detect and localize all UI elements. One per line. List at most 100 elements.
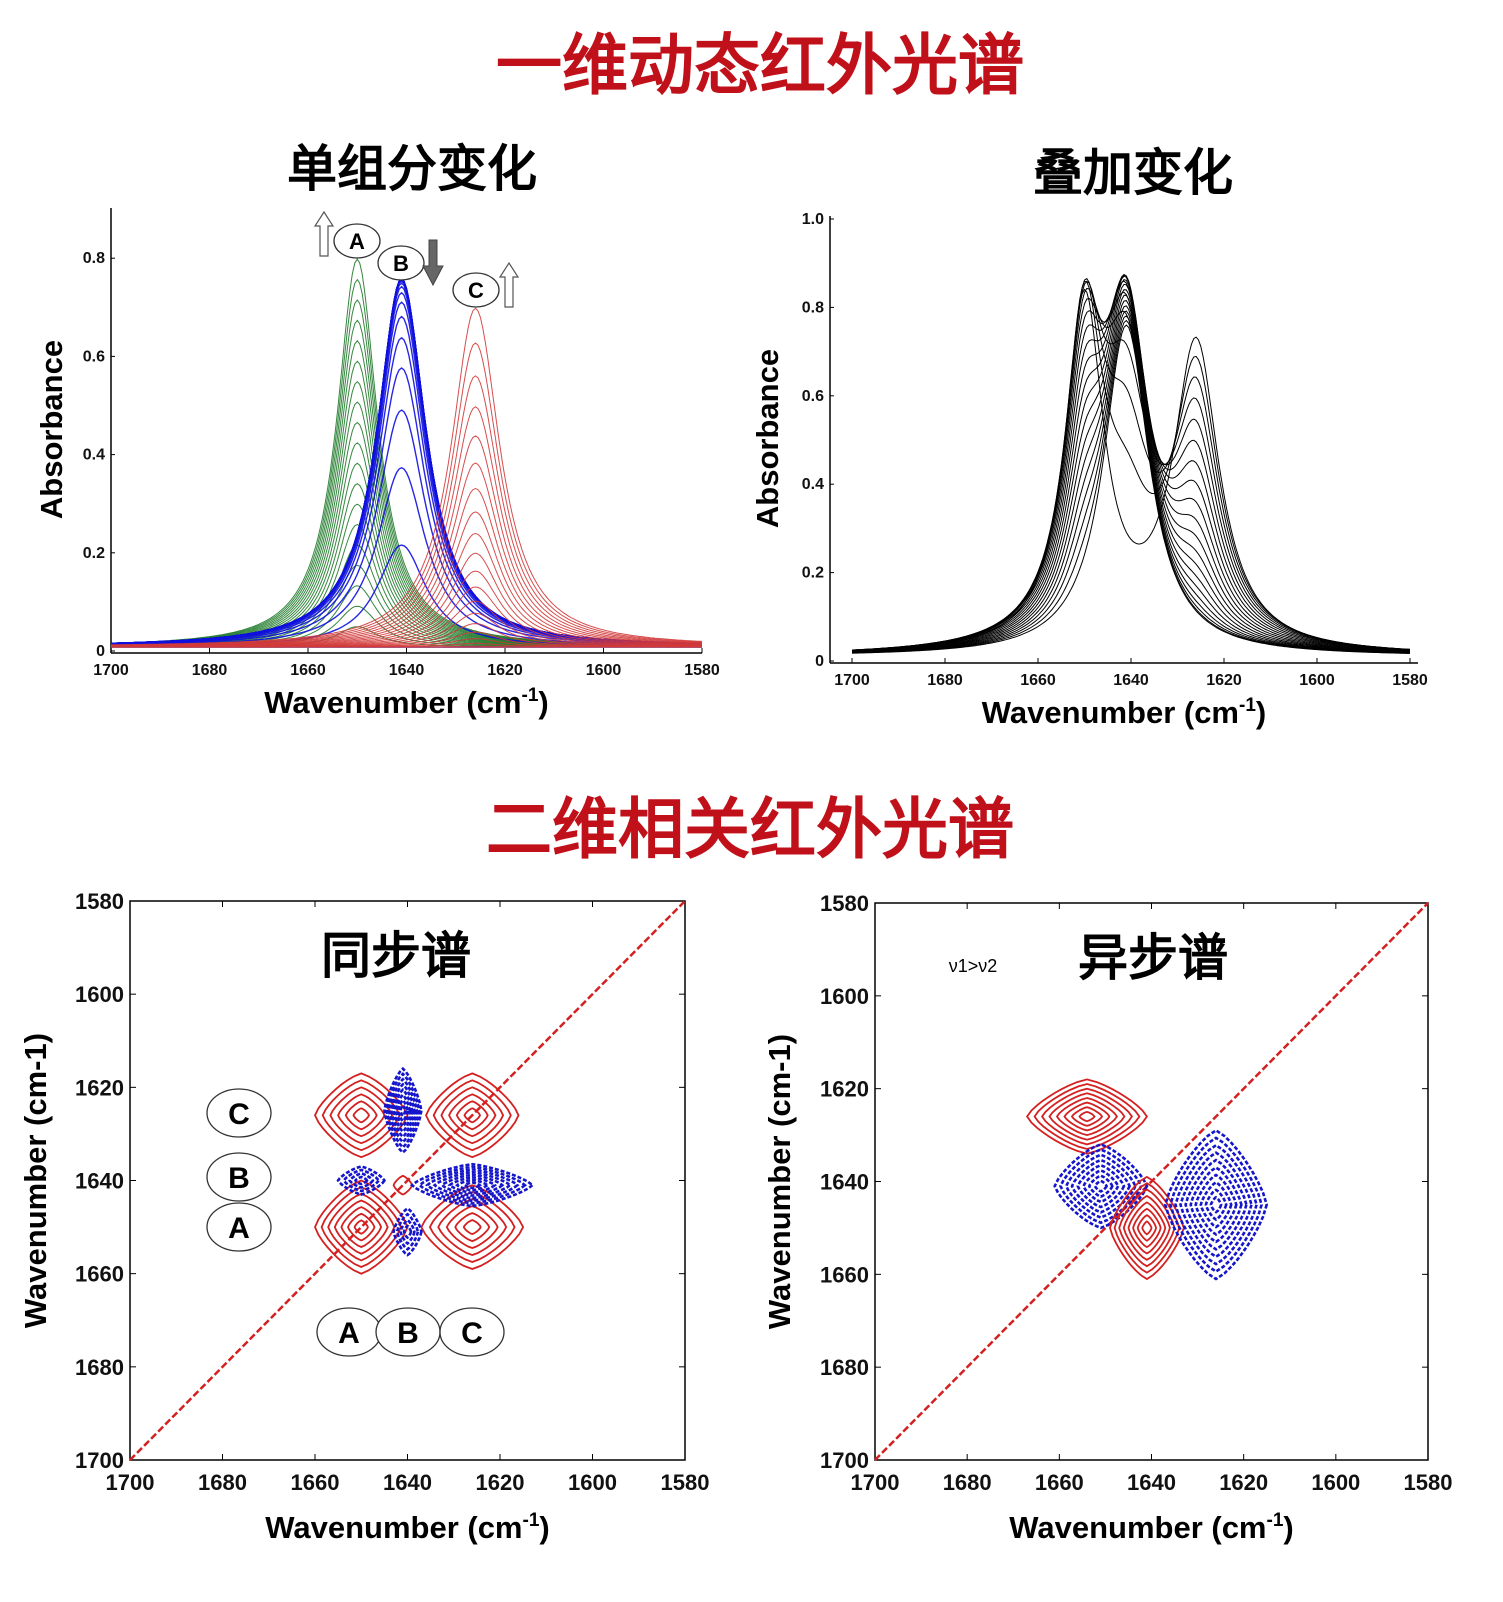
contour-positive <box>448 1093 497 1138</box>
contour-negative <box>455 1178 490 1192</box>
contour-positive <box>321 1079 401 1152</box>
contour-negative <box>399 1218 416 1246</box>
contour-negative <box>425 1168 520 1203</box>
y-tick-label: 1580 <box>75 889 124 914</box>
y-tick-label: 0.8 <box>83 250 105 267</box>
x-axis-label: Wavenumber (cm-1) <box>265 1510 549 1545</box>
spectrum-C <box>111 487 702 647</box>
contour-positive <box>1040 1087 1134 1146</box>
contour-negative <box>1076 1163 1126 1209</box>
y-tick-label: 0.4 <box>83 447 105 464</box>
spectrum-sum <box>851 280 1411 652</box>
contour-negative <box>1204 1188 1228 1222</box>
spectrum-B <box>110 277 702 645</box>
x-tick-label: 1660 <box>291 1470 340 1495</box>
x-tick-label: 1640 <box>1113 672 1149 689</box>
chart3: 1700 1680 1660 1640 1620 1600 1580 1580 1600 1620… <box>18 889 709 1545</box>
x-tick-label: 1660 <box>1035 1470 1084 1495</box>
contour-negative <box>396 1098 409 1124</box>
spectrum-B <box>110 277 702 645</box>
y-axis-label: Absorbance <box>750 349 785 528</box>
contour-positive <box>1070 1106 1104 1127</box>
y-peak-label: A <box>228 1212 250 1245</box>
x-axis-label: Wavenumber (cm-1) <box>1009 1510 1293 1545</box>
contour-positive <box>1118 1188 1176 1268</box>
spectrum-B <box>110 277 702 645</box>
x-tick-label: 1700 <box>834 672 870 689</box>
chart3-title: 同步谱 <box>321 928 471 984</box>
y-tick-label: 1600 <box>820 984 869 1009</box>
contour-negative <box>1070 1158 1132 1214</box>
contour-negative <box>1189 1166 1243 1244</box>
contour-negative <box>447 1175 497 1195</box>
contour-positive <box>327 1192 396 1262</box>
arrow-up-icon <box>498 261 520 308</box>
contour-positive <box>1136 1214 1158 1242</box>
x-tick-label: 1700 <box>851 1470 900 1495</box>
contour-negative <box>394 1093 412 1129</box>
contour-positive <box>320 1186 402 1268</box>
chart2: 1700 1680 1660 1640 1620 1600 1580 0 0.2 0.4 0.6 0.… <box>750 211 1428 730</box>
x-peak-label: B <box>397 1317 419 1350</box>
contour-negative <box>1093 1179 1109 1193</box>
peak-label-C: C <box>468 278 484 303</box>
spectrum-A <box>110 544 703 648</box>
spectrum-B <box>110 277 702 645</box>
arrow-down-icon <box>422 239 444 287</box>
contour-negative <box>1053 1142 1149 1230</box>
spectrum-A <box>111 319 702 646</box>
x-axis-label: Wavenumber (cm-1) <box>264 685 548 720</box>
contour-positive <box>462 1219 482 1236</box>
contour-negative <box>462 1181 482 1190</box>
y-tick-label: 1640 <box>820 1170 869 1195</box>
contour-positive <box>1078 1110 1096 1123</box>
contour-negative <box>1184 1158 1248 1251</box>
y-tick-label: 0.2 <box>83 545 105 562</box>
peak-label-A-badge <box>333 223 381 259</box>
contour-positive <box>1127 1201 1167 1255</box>
contour-negative <box>409 1162 535 1208</box>
contour-negative <box>1174 1143 1258 1266</box>
x-peak-label: A <box>338 1317 360 1350</box>
spectrum-sum <box>851 289 1411 653</box>
y-peak-label: B <box>228 1162 250 1195</box>
contour-negative <box>1087 1174 1114 1199</box>
y-tick-label: 0.6 <box>83 348 105 365</box>
chart2-title: 叠加变化 <box>1033 145 1233 201</box>
spectrum-sum <box>851 291 1411 651</box>
contour-negative <box>348 1172 375 1189</box>
x-tick-label: 1600 <box>586 662 622 679</box>
contour-negative <box>336 1165 387 1196</box>
spectrum-sum <box>851 283 1411 653</box>
y-tick-label: 1620 <box>820 1077 869 1102</box>
contour-negative <box>1179 1151 1253 1259</box>
y-tick-label: 1640 <box>75 1169 124 1194</box>
section-title-1d: 一维动态红外光谱 <box>496 28 1024 102</box>
contour-negative <box>383 1066 423 1155</box>
x-tick-label: 1700 <box>106 1470 155 1495</box>
contour-positive <box>432 1079 512 1152</box>
contour-positive <box>329 1086 394 1145</box>
y-axis-label: Wavenumber (cm-1) <box>18 1033 53 1328</box>
x-tick-label: 1620 <box>1206 672 1242 689</box>
contour-positive <box>437 1198 508 1256</box>
contour-positive <box>1025 1078 1149 1155</box>
x-tick-label: 1580 <box>684 662 720 679</box>
y-peak-badge <box>206 1152 272 1202</box>
peak-label-A: A <box>349 229 365 254</box>
contour-negative <box>389 1082 416 1139</box>
contour-positive <box>455 1100 489 1131</box>
x-tick-label: 1680 <box>927 672 963 689</box>
y-tick-label: 1700 <box>75 1448 124 1473</box>
spectrum-sum <box>851 315 1411 654</box>
contour-negative <box>440 1173 505 1197</box>
contour-negative <box>1209 1195 1223 1214</box>
y-peak-badge <box>206 1202 272 1252</box>
spectrum-sum <box>851 294 1410 653</box>
y-tick-label: 1660 <box>820 1262 869 1287</box>
contour-positive <box>1063 1101 1111 1132</box>
spectrum-sum <box>852 300 1411 654</box>
x-tick-label: 1640 <box>389 662 425 679</box>
x-axis-label: Wavenumber (cm-1) <box>982 695 1266 730</box>
